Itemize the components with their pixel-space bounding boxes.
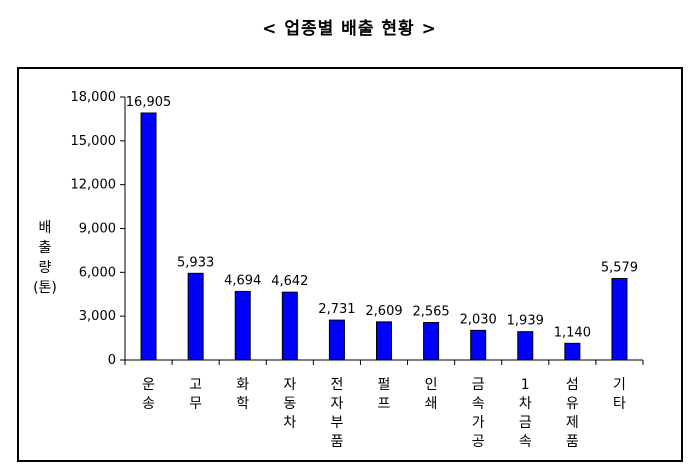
data-label: 5,579 xyxy=(601,260,638,275)
data-label: 2,565 xyxy=(412,305,449,320)
chart-frame xyxy=(17,67,683,462)
data-label: 4,694 xyxy=(224,273,261,288)
y-tick-label: 12,000 xyxy=(71,178,117,193)
bar xyxy=(376,321,392,361)
y-tick-label: 6,000 xyxy=(79,265,116,280)
bar xyxy=(140,112,157,361)
y-axis-label-line: (톤) xyxy=(33,280,57,296)
bar xyxy=(564,342,581,361)
bar xyxy=(328,319,345,361)
bar xyxy=(187,272,204,361)
page-title: < 업종별 배출 현황 > xyxy=(262,19,437,39)
data-label: 5,933 xyxy=(177,255,214,270)
data-label: 1,939 xyxy=(507,314,544,329)
bar xyxy=(423,322,440,361)
y-tick-label: 9,000 xyxy=(79,222,116,237)
data-label: 2,731 xyxy=(318,302,355,317)
y-tick-label: 0 xyxy=(108,353,116,368)
y-tick-label: 18,000 xyxy=(71,90,117,105)
y-axis-label-line: 배 xyxy=(38,220,52,236)
data-label: 4,642 xyxy=(271,274,308,289)
data-label: 1,140 xyxy=(554,325,591,340)
bar xyxy=(470,329,487,361)
y-tick-label: 3,000 xyxy=(79,309,116,324)
data-label: 2,030 xyxy=(460,312,497,327)
y-axis-label-line: 출 xyxy=(38,240,52,256)
data-label: 2,609 xyxy=(365,304,402,319)
data-label: 16,905 xyxy=(126,95,172,110)
bar xyxy=(611,277,628,361)
y-tick-label: 15,000 xyxy=(71,134,117,149)
y-axis-label: 배 출 량 (톤) xyxy=(30,218,60,298)
bar xyxy=(281,291,298,361)
bar xyxy=(517,331,534,361)
bar xyxy=(234,290,251,361)
y-axis-label-line: 량 xyxy=(38,260,52,276)
